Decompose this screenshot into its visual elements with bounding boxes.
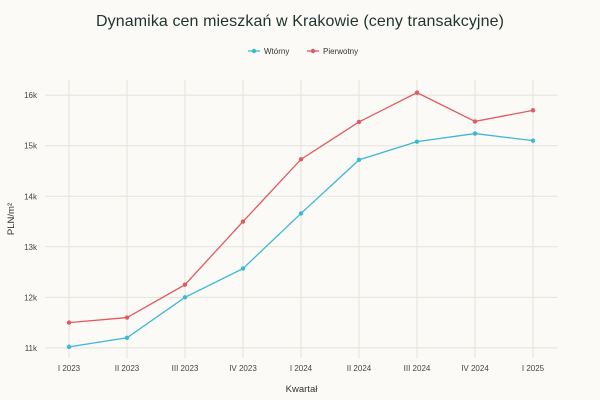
data-point [66, 344, 72, 350]
y-tick-label: 13k [24, 243, 38, 252]
x-tick-label: II 2023 [115, 364, 140, 373]
data-point [356, 157, 362, 163]
y-tick-label: 16k [24, 91, 38, 100]
data-point [124, 315, 130, 320]
data-point [530, 108, 536, 113]
data-point [298, 157, 304, 162]
legend-swatch-marker [310, 48, 316, 54]
y-axis-title: PLN/m² [6, 203, 17, 235]
x-tick-label: I 2025 [522, 364, 545, 373]
x-tick-label: I 2023 [58, 364, 81, 373]
data-point [182, 295, 188, 300]
x-tick-label: II 2024 [347, 364, 372, 373]
x-tick-label: IV 2023 [229, 364, 257, 373]
data-point [124, 335, 130, 340]
x-tick-label: I 2024 [290, 364, 313, 373]
data-point [530, 138, 536, 143]
x-axis-title: Kwartał [286, 384, 319, 395]
legend-swatch-marker [251, 48, 257, 54]
y-tick-label: 14k [24, 192, 38, 201]
legend-label: Wtórny [264, 47, 289, 56]
chart-title: Dynamika cen mieszkań w Krakowie (ceny t… [95, 13, 504, 30]
x-tick-label: III 2024 [404, 364, 431, 373]
y-tick-label: 15k [24, 142, 38, 151]
legend-label: Pierwotny [323, 47, 358, 56]
data-point [298, 211, 304, 216]
y-tick-label: 11k [25, 344, 38, 353]
data-point [414, 90, 420, 95]
y-tick-label: 12k [24, 293, 38, 302]
data-point [66, 320, 72, 325]
data-point [356, 119, 362, 125]
data-point [182, 282, 188, 287]
data-point [472, 131, 478, 136]
data-point [414, 139, 420, 144]
x-tick-label: IV 2024 [461, 364, 489, 373]
data-point [240, 219, 246, 224]
data-point [240, 266, 246, 271]
x-tick-label: III 2023 [172, 364, 199, 373]
data-point [472, 119, 478, 124]
